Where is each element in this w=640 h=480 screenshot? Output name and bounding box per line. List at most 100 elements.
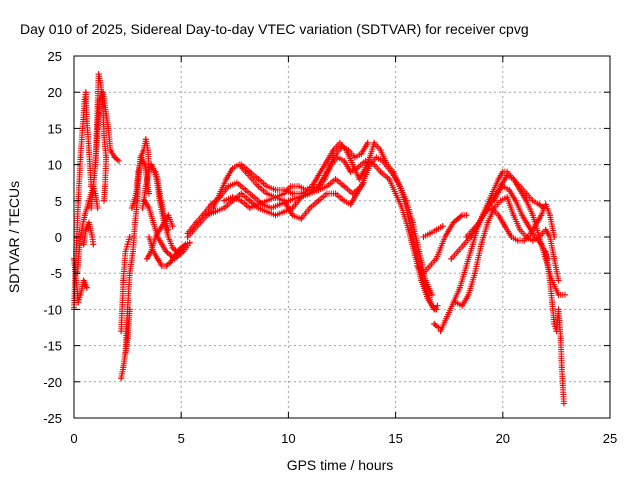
data-point	[148, 248, 155, 255]
data-point	[403, 205, 410, 212]
data-point	[92, 161, 99, 168]
x-tick-label: 10	[281, 431, 295, 446]
grid	[74, 56, 610, 418]
data-point	[558, 364, 565, 371]
data-point	[158, 241, 165, 248]
data-point	[152, 168, 159, 175]
data-point	[521, 237, 528, 244]
data-point	[360, 168, 367, 175]
data-point	[514, 237, 521, 244]
data-point	[281, 208, 288, 215]
data-point	[146, 205, 153, 212]
data-point	[90, 241, 97, 248]
data-point	[154, 255, 161, 262]
data-point	[409, 219, 416, 226]
data-point	[184, 230, 191, 237]
data-point	[549, 299, 556, 306]
data-point	[246, 168, 253, 175]
data-point	[392, 190, 399, 197]
data-point	[238, 197, 245, 204]
data-point	[176, 248, 183, 255]
data-point	[103, 154, 110, 161]
data-point	[373, 154, 380, 161]
y-tick-label: -5	[50, 266, 62, 281]
data-point	[437, 244, 444, 251]
data-point	[388, 168, 395, 175]
data-point	[315, 183, 322, 190]
x-tick-label: 0	[70, 431, 77, 446]
data-point	[223, 176, 230, 183]
data-point	[431, 320, 438, 327]
data-point	[561, 291, 568, 298]
series-d	[88, 71, 110, 212]
data-point	[238, 190, 245, 197]
data-point	[105, 125, 112, 132]
data-point	[519, 212, 526, 219]
data-point	[263, 208, 270, 215]
data-point	[77, 291, 84, 298]
data-point	[143, 255, 150, 262]
data-point	[396, 183, 403, 190]
data-point	[216, 194, 223, 201]
series-q	[184, 154, 441, 313]
y-tick-label: 15	[48, 121, 62, 136]
data-point	[450, 219, 457, 226]
data-point	[163, 262, 170, 269]
data-point	[420, 234, 427, 240]
data-point	[180, 244, 187, 251]
data-point	[560, 400, 567, 407]
data-point	[165, 226, 172, 233]
data-point	[495, 176, 502, 183]
y-tick-label: 5	[55, 194, 62, 209]
data-point	[386, 176, 393, 183]
data-point	[124, 306, 131, 313]
data-point	[555, 291, 562, 298]
data-point	[491, 197, 498, 204]
data-point	[171, 252, 178, 259]
data-point	[469, 241, 476, 248]
data-point	[347, 168, 354, 175]
data-point	[471, 270, 478, 277]
data-point	[446, 226, 453, 233]
data-point	[135, 168, 142, 175]
data-point	[75, 299, 82, 306]
data-point	[538, 212, 545, 219]
data-point	[281, 186, 288, 193]
data-point	[557, 335, 564, 342]
data-point	[251, 194, 258, 201]
data-point	[169, 223, 176, 230]
data-point	[99, 89, 106, 96]
x-tick-label: 5	[178, 431, 185, 446]
data-point	[426, 230, 433, 237]
data-point	[81, 212, 88, 219]
y-tick-label: 25	[48, 49, 62, 64]
data-point	[116, 157, 123, 164]
series-q-markers	[184, 154, 441, 313]
data-point	[478, 241, 485, 248]
data-point	[484, 219, 491, 226]
data-point	[246, 197, 253, 204]
data-point	[330, 154, 337, 161]
y-tick-label: 0	[55, 230, 62, 245]
data-point	[82, 226, 89, 233]
data-point	[281, 197, 288, 204]
data-point	[506, 186, 513, 193]
data-point	[476, 219, 483, 226]
data-point	[542, 201, 549, 208]
data-point	[332, 176, 339, 183]
data-point	[454, 215, 461, 222]
data-point	[221, 197, 228, 204]
data-point	[414, 262, 421, 269]
data-point	[268, 205, 275, 212]
data-point	[89, 234, 96, 240]
data-point	[146, 234, 153, 240]
data-point	[289, 190, 296, 197]
data-point	[555, 306, 562, 313]
data-point	[101, 197, 108, 204]
data-point	[122, 248, 129, 255]
data-point	[80, 277, 87, 284]
data-point	[128, 205, 135, 212]
data-point	[120, 364, 127, 371]
data-point	[536, 234, 543, 240]
data-point	[80, 241, 87, 248]
